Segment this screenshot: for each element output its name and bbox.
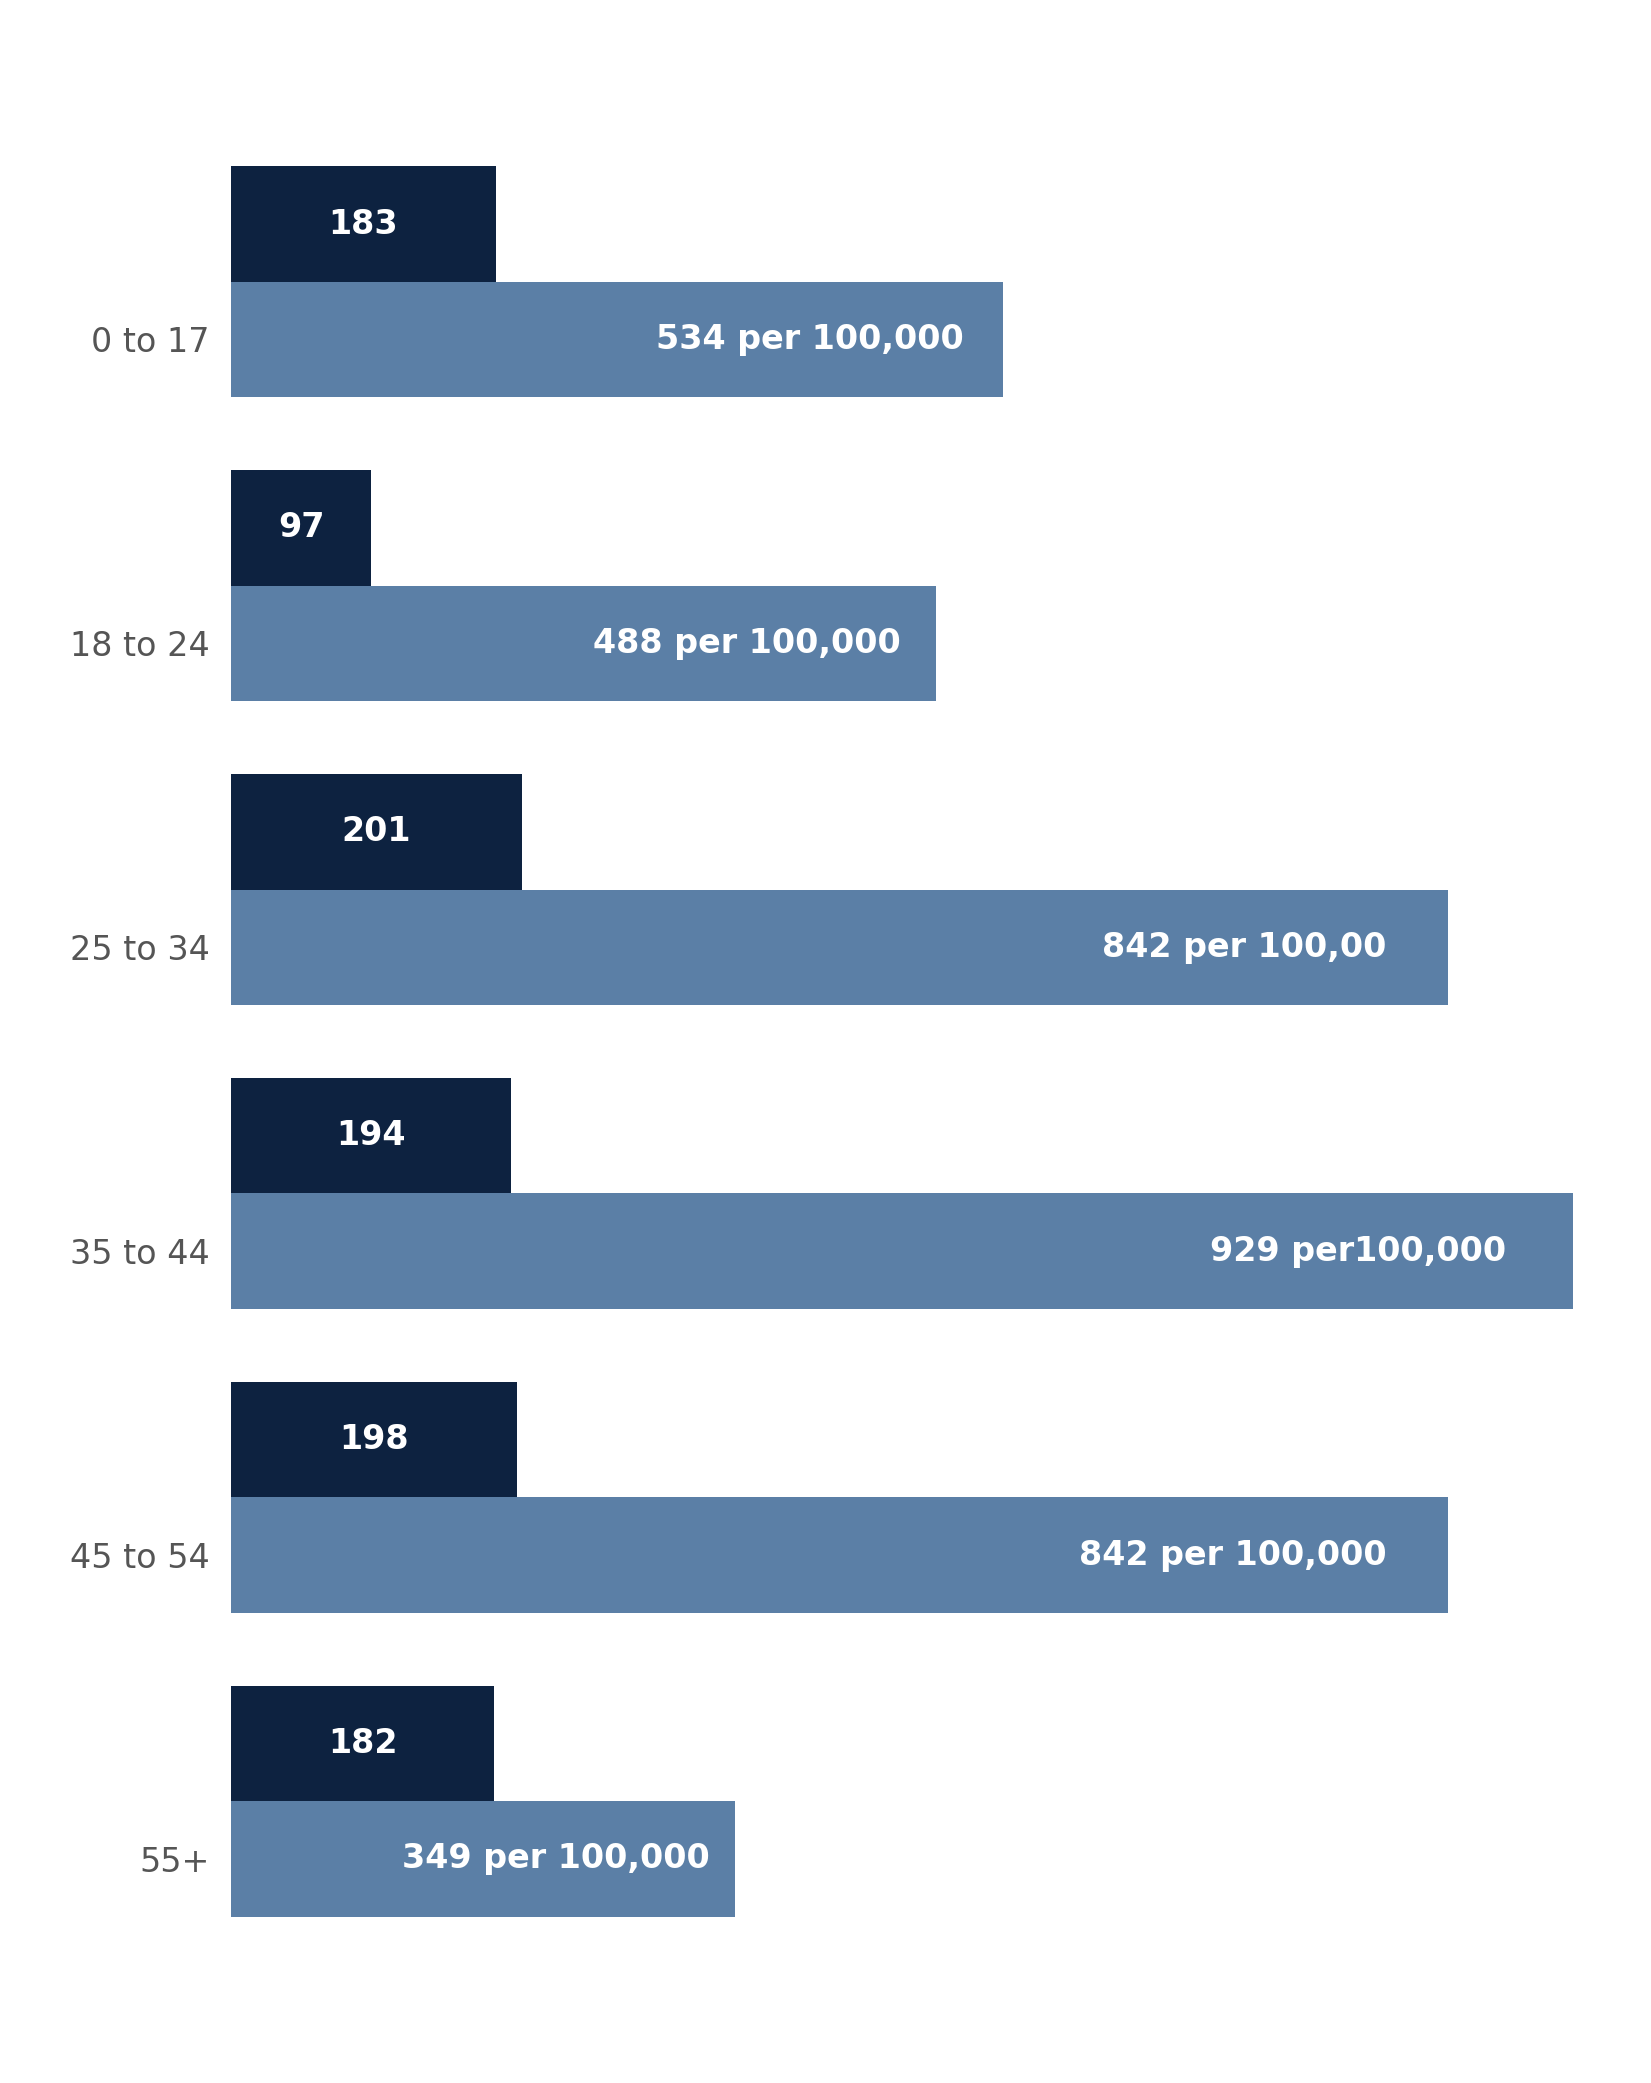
Bar — [231, 775, 522, 889]
Text: 194: 194 — [337, 1119, 406, 1152]
Text: 201: 201 — [342, 814, 411, 848]
Text: 534 per 100,000: 534 per 100,000 — [655, 323, 964, 356]
Text: 842 per 100,000: 842 per 100,000 — [1080, 1539, 1387, 1571]
Bar — [231, 167, 495, 281]
Text: 929 per100,000: 929 per100,000 — [1210, 1235, 1506, 1269]
Text: 182: 182 — [329, 1727, 398, 1760]
Text: 488 per 100,000: 488 per 100,000 — [593, 627, 901, 660]
Text: 97: 97 — [277, 512, 325, 544]
Bar — [231, 281, 1002, 398]
Bar — [231, 889, 1448, 1004]
Bar — [231, 1194, 1573, 1308]
Text: 842 per 100,00: 842 per 100,00 — [1103, 931, 1387, 964]
Bar — [231, 1802, 735, 1916]
Bar — [231, 585, 936, 702]
Bar — [231, 1079, 512, 1194]
Text: 198: 198 — [340, 1423, 409, 1456]
Bar — [231, 471, 371, 585]
Text: 349 per 100,000: 349 per 100,000 — [403, 1843, 710, 1875]
Bar — [231, 1685, 494, 1802]
Text: 183: 183 — [329, 208, 398, 240]
Bar — [231, 1498, 1448, 1612]
Bar — [231, 1381, 517, 1498]
